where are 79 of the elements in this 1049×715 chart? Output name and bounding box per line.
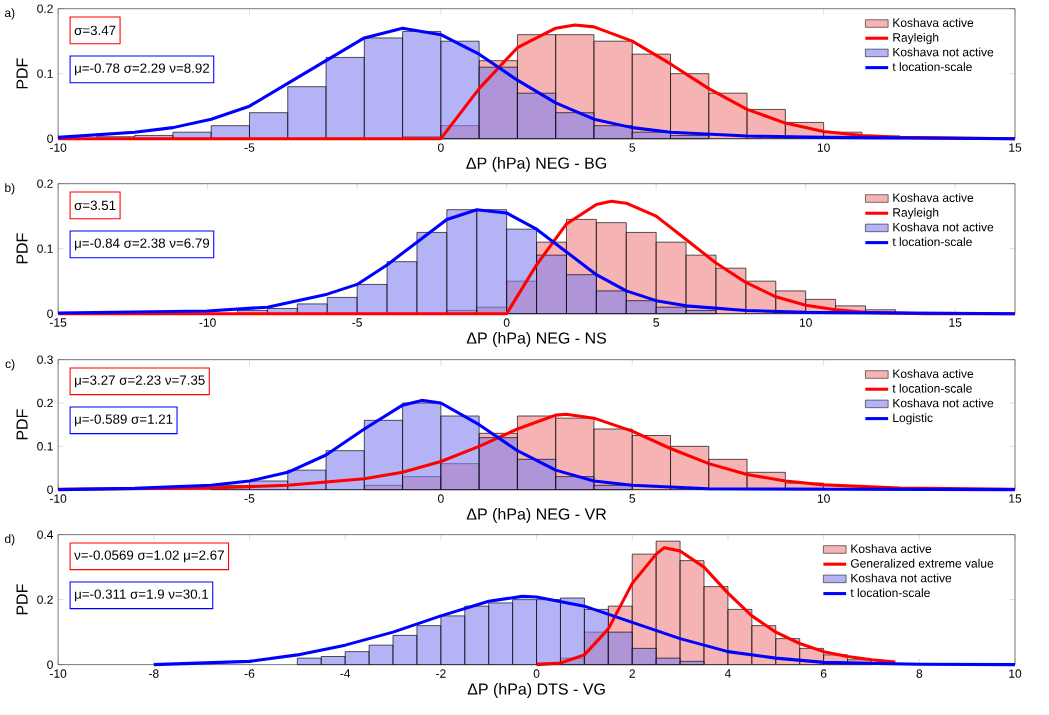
x-tick-label: -5 xyxy=(244,143,255,152)
annotation: μ=-0.589 σ=1.21 xyxy=(75,414,173,427)
legend-label: Koshava active xyxy=(851,544,932,554)
legend-label: Logistic xyxy=(893,413,933,425)
legend-label: Generalized extreme value xyxy=(850,559,994,568)
x-tick-label: 5 xyxy=(629,494,636,503)
annotation: μ=-0.311 σ=1.9 ν=30.1 xyxy=(75,589,209,602)
annotation: σ=3.47 xyxy=(74,25,116,36)
x-tick-label: -10 xyxy=(49,494,67,504)
x-tick-label: 10 xyxy=(817,494,830,504)
legend-label: t location-scale xyxy=(892,62,972,72)
annotation: ν=-0.0569 σ=1.02 μ=2.67 xyxy=(74,550,224,563)
legend-label: Koshava not active xyxy=(893,47,994,57)
x-tick-label: 2 xyxy=(629,669,635,678)
x-tick-label: 0 xyxy=(437,494,444,504)
x-tick-label: -2 xyxy=(436,669,446,678)
chart-title: b) xyxy=(5,183,15,195)
x-tick-label: 6 xyxy=(820,669,827,679)
y-tick-label: 0.1 xyxy=(37,69,53,79)
x-tick-label: 0 xyxy=(533,669,540,679)
x-tick-label: 15 xyxy=(1009,143,1022,152)
annotation: μ=-0.84 σ=2.38 ν=6.79 xyxy=(75,238,210,251)
y-tick-label: 0.3 xyxy=(37,355,53,365)
legend-label: Rayleigh xyxy=(893,208,939,220)
legend-label: Koshava not active xyxy=(893,398,994,408)
y-tick-label: 0.4 xyxy=(37,530,54,540)
legend-label: Koshava active xyxy=(893,18,974,28)
x-axis-title: ΔP (hPa) NEG - NS xyxy=(466,332,607,348)
legend-label: t location-scale xyxy=(892,237,972,247)
legend-label: t location-scale xyxy=(892,384,972,393)
annotation: σ=3.51 xyxy=(74,200,116,211)
y-tick-label: 0 xyxy=(47,485,53,495)
legend-label: Koshava active xyxy=(893,369,974,379)
x-tick-label: 0 xyxy=(437,143,444,153)
x-tick-label: 0 xyxy=(503,318,510,328)
x-tick-label: 15 xyxy=(1009,494,1022,503)
y-tick-label: 0.1 xyxy=(37,244,53,254)
x-tick-label: -8 xyxy=(149,669,159,679)
y-tick-label: 0 xyxy=(47,309,53,319)
x-tick-label: 5 xyxy=(653,318,659,327)
y-tick-label: 0.1 xyxy=(37,442,53,451)
annotation: μ=3.27 σ=2.23 ν=7.35 xyxy=(75,375,205,388)
x-tick-label: -4 xyxy=(340,669,351,678)
x-tick-label: -15 xyxy=(49,318,67,327)
legend-label: t location-scale xyxy=(850,588,930,598)
y-axis-title: PDF xyxy=(16,58,28,89)
x-tick-label: 10 xyxy=(817,143,830,153)
chart-title: a) xyxy=(4,8,15,20)
legend-label: Koshava active xyxy=(893,193,974,203)
x-axis-title: ΔP (hPa) NEG - BG xyxy=(466,157,607,173)
y-axis-title: PDF xyxy=(16,409,28,440)
y-axis-title: PDF xyxy=(16,584,28,615)
y-tick-label: 0.2 xyxy=(37,398,53,408)
x-tick-label: -5 xyxy=(244,494,255,503)
x-tick-label: 10 xyxy=(799,318,812,328)
chart-title: d) xyxy=(4,534,15,546)
x-tick-label: -10 xyxy=(199,318,216,328)
legend-label: Koshava not active xyxy=(851,573,952,583)
x-tick-label: -5 xyxy=(352,318,362,327)
y-tick-label: 0 xyxy=(47,660,53,670)
x-tick-label: 4 xyxy=(724,669,731,678)
annotation: μ=-0.78 σ=2.29 ν=8.92 xyxy=(75,63,210,76)
x-tick-label: 10 xyxy=(1009,669,1022,679)
x-tick-label: -6 xyxy=(244,669,255,679)
legend-label: Rayleigh xyxy=(893,33,939,45)
x-axis-title: ΔP (hPa) NEG - VR xyxy=(466,508,607,524)
x-tick-label: 15 xyxy=(949,318,962,327)
x-tick-label: -10 xyxy=(49,669,67,679)
y-tick-label: 0 xyxy=(47,134,53,144)
y-tick-label: 0.2 xyxy=(37,4,53,14)
y-tick-label: 0.2 xyxy=(37,595,53,605)
x-tick-label: 5 xyxy=(629,143,636,152)
x-axis-title: ΔP (hPa) DTS - VG xyxy=(467,683,605,699)
chart-title: c) xyxy=(5,359,15,371)
y-tick-label: 0.2 xyxy=(37,179,53,189)
y-axis-title: PDF xyxy=(16,233,28,264)
x-tick-label: -10 xyxy=(49,143,67,153)
legend-label: Koshava not active xyxy=(893,222,994,232)
x-tick-label: 8 xyxy=(916,669,923,679)
